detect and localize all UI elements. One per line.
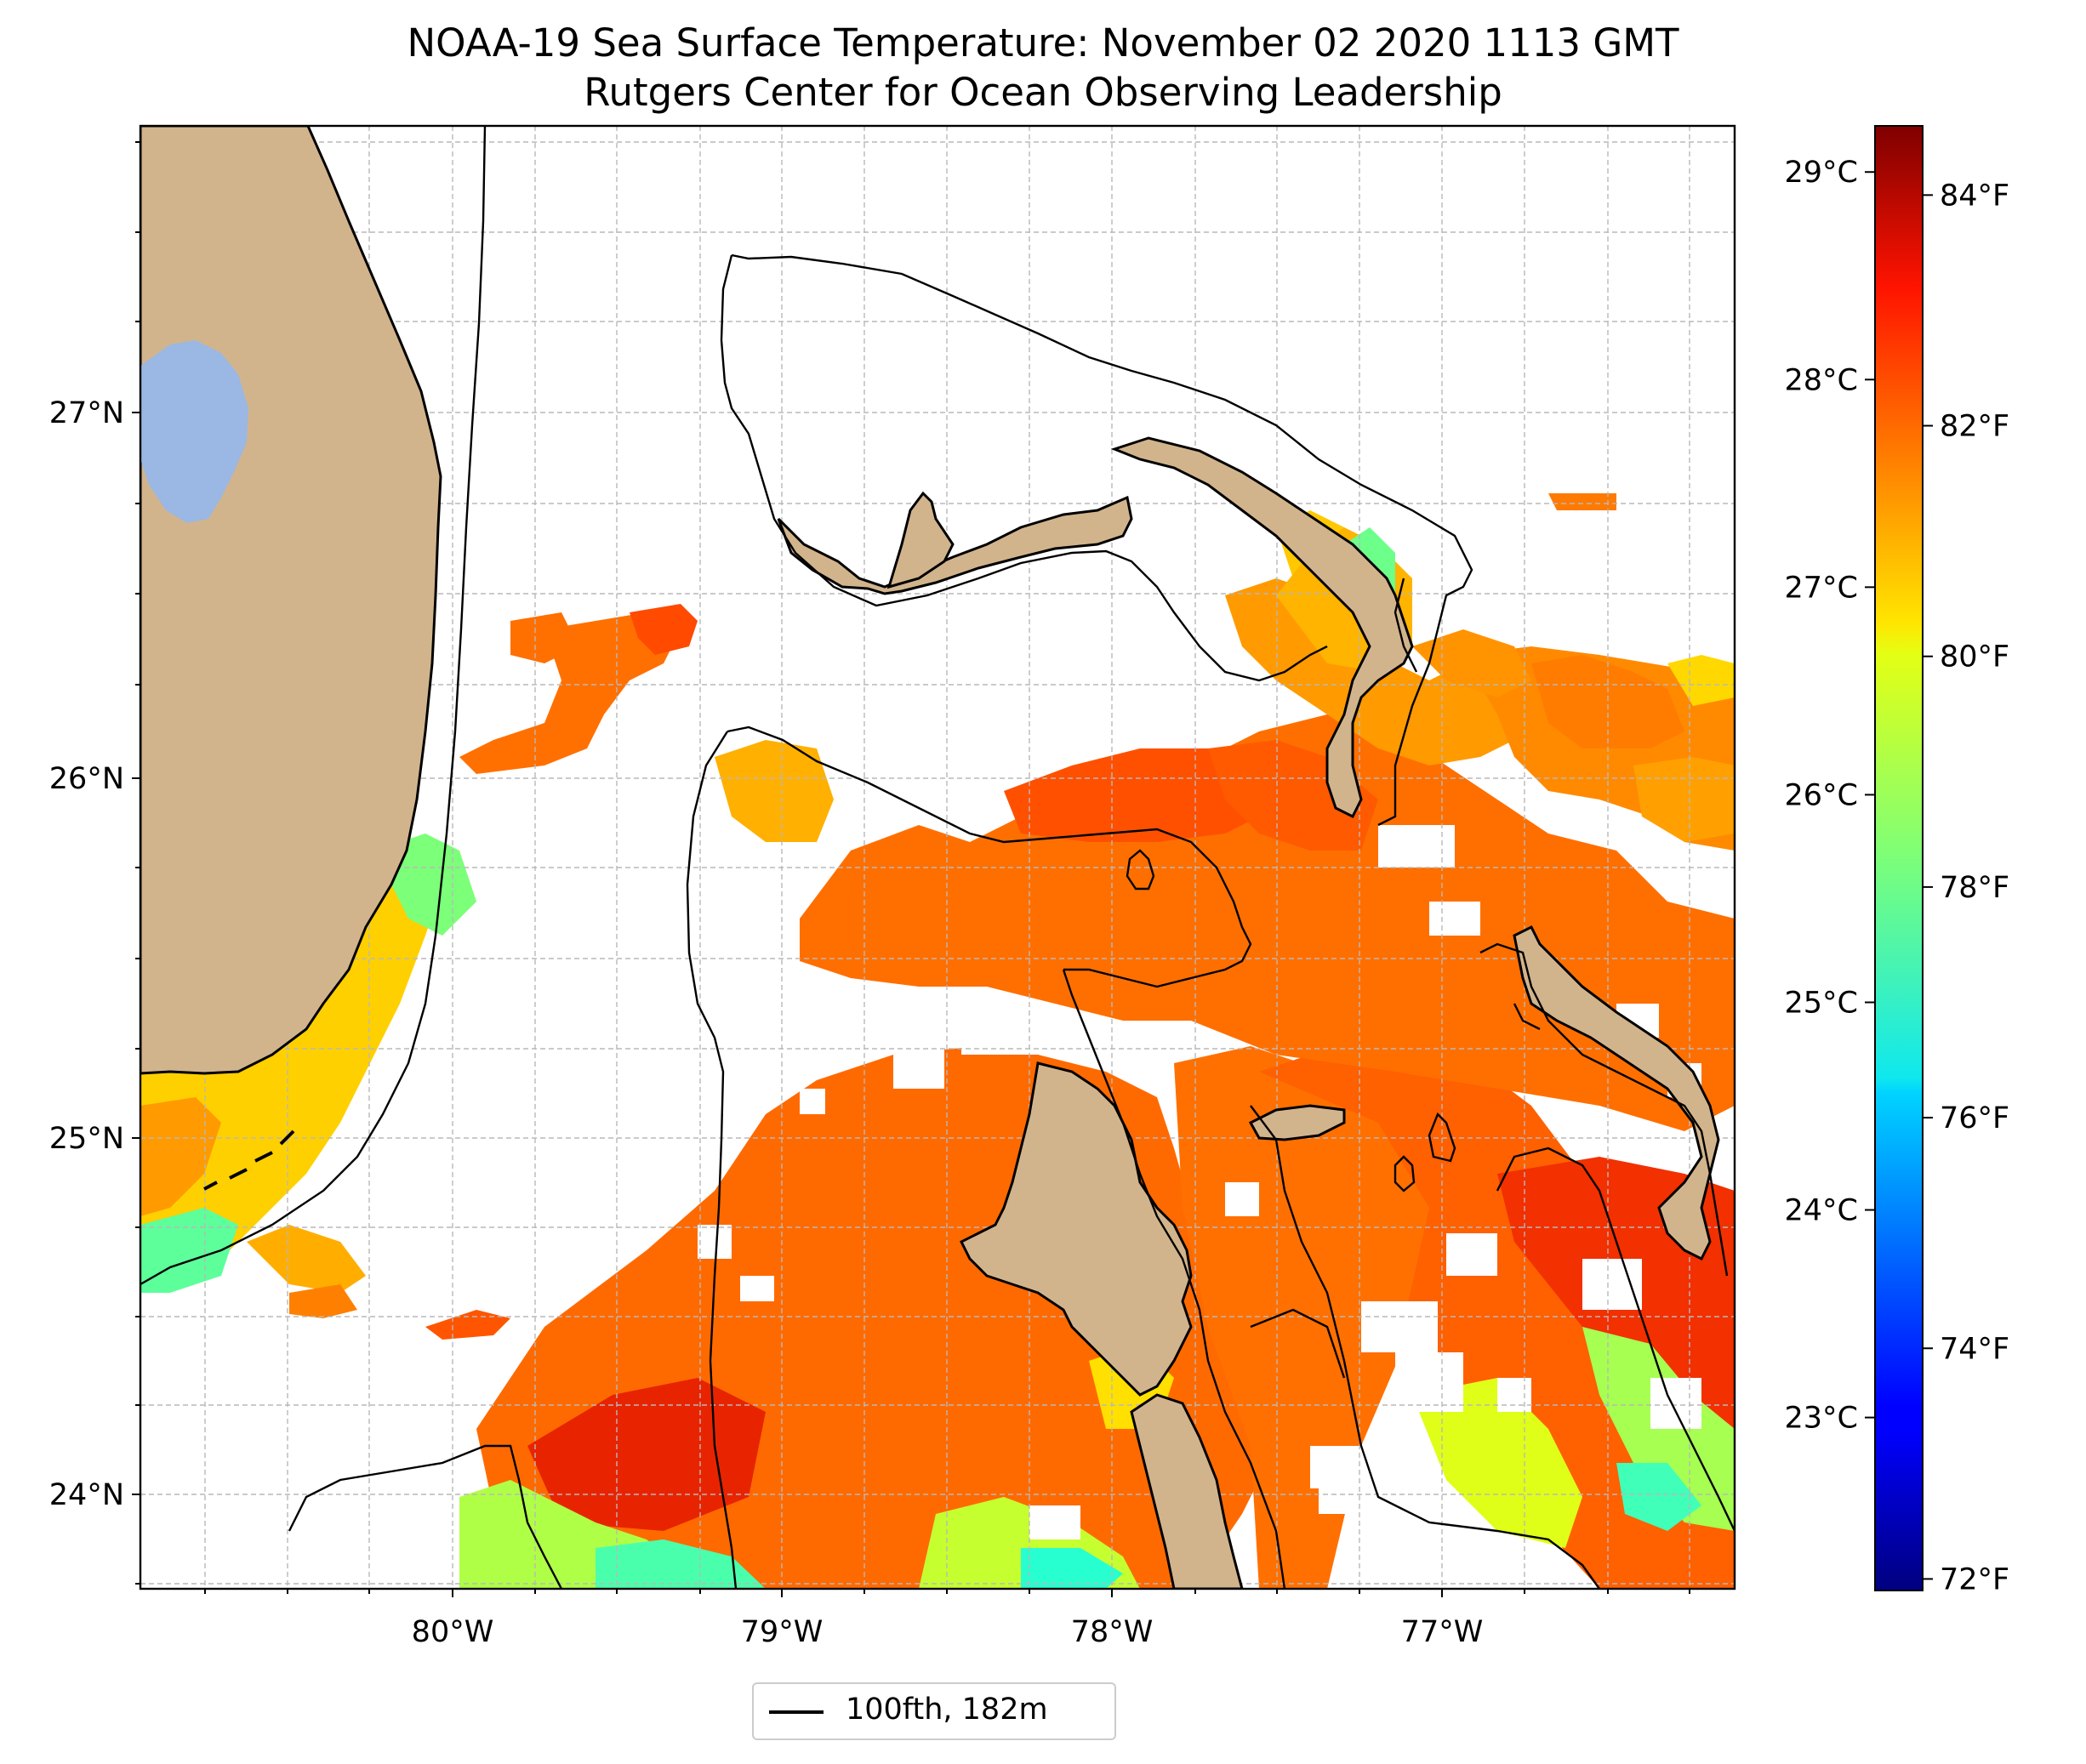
colorbar-f-label: 78°F [1940,871,2009,905]
title-line-1: NOAA-19 Sea Surface Temperature: Novembe… [407,20,1679,65]
cloud-gaps [698,825,1701,1539]
legend: 100fth, 182m [752,1682,1116,1740]
map-title: NOAA-19 Sea Surface Temperature: Novembe… [0,19,2086,117]
colorbar-f-label: 76°F [1940,1101,2009,1135]
lat-label-26n: 26°N [49,762,124,796]
colorbar-c-label: 25°C [1785,986,1858,1020]
legend-label: 100fth, 182m [846,1693,1048,1727]
andros-land [959,1061,1193,1397]
x-axis-labels: 80°W 79°W 78°W 77°W [412,1615,1484,1649]
colorbar-f-label: 72°F [1940,1562,2009,1596]
colorbar-c-label: 24°C [1785,1194,1858,1228]
colorbar-f-label: 84°F [1940,179,2009,213]
lon-label-77w: 77°W [1401,1615,1484,1649]
lat-label-24n: 24°N [49,1478,124,1512]
lon-label-79w: 79°W [741,1615,824,1649]
y-axis-labels: 27°N 26°N 25°N 24°N [49,396,124,1512]
lon-label-78w: 78°W [1071,1615,1154,1649]
map-area[interactable] [136,126,1735,1589]
legend-line-swatch [769,1710,824,1714]
colorbar-c-label: 23°C [1785,1402,1858,1436]
colorbar-f-label: 80°F [1940,640,2009,674]
lat-label-27n: 27°N [49,396,124,430]
map-frame [139,124,1736,1590]
abaco-land [1110,436,1414,819]
title-line-2: Rutgers Center for Ocean Observing Leade… [584,70,1502,115]
lon-label-80w: 80°W [412,1615,494,1649]
colorbar-gradient [1874,125,1924,1591]
y-axis-ticks [132,141,140,1585]
colorbar-c-label: 29°C [1785,156,1858,190]
colorbar-f-label: 74°F [1940,1332,2009,1366]
lat-label-25n: 25°N [49,1122,124,1156]
lake-okeechobee [140,340,248,523]
bathymetry-contours-100fth[interactable] [140,126,1735,1589]
berry-islands-land [1248,1104,1346,1141]
colorbar-c-label: 27°C [1785,571,1858,605]
colorbar-c-label: 26°C [1785,778,1858,812]
colorbar: 72°F 74°F 76°F 78°F 80°F 82°F 84°F 23°C 24°C 25°C… [1785,125,2010,1596]
x-axis-ticks [204,1589,1690,1597]
colorbar-c-label: 28°C [1785,363,1858,397]
eleuthera-land [1513,925,1720,1261]
colorbar-ticks: 72°F 74°F 76°F 78°F 80°F 82°F 84°F 23°C 24°C 25°C… [1785,156,2010,1596]
florida-keys [203,1130,295,1191]
colorbar-f-label: 82°F [1940,410,2009,444]
